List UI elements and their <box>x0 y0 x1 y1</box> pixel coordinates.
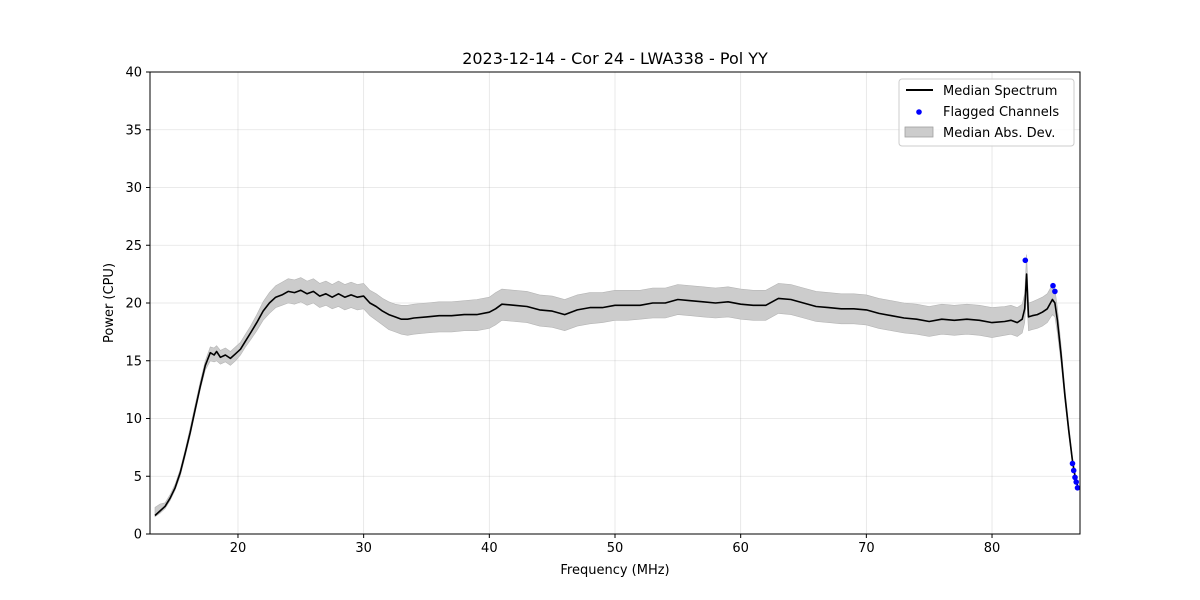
flagged-channel-point <box>1052 288 1058 295</box>
legend-box <box>898 78 1075 147</box>
flagged-channel-point <box>1070 467 1077 474</box>
y-tick-label: 20 <box>125 297 142 312</box>
mad-band-layer <box>154 254 1078 518</box>
flagged-channel-point <box>1072 474 1078 481</box>
legend-swatch-flagged-channels <box>916 109 922 115</box>
y-tick-label: 30 <box>125 181 142 196</box>
x-axis-label: Frequency (MHz) <box>560 563 669 578</box>
median-spectrum-line <box>154 273 1079 517</box>
flagged-channel-point <box>1074 485 1081 491</box>
legend-label-median-spectrum: Median Spectrum <box>943 84 1057 99</box>
legend-label-mad: Median Abs. Dev. <box>943 126 1055 141</box>
y-tick-label: 25 <box>125 239 142 254</box>
x-tick-label: 80 <box>984 541 1001 556</box>
y-tick-label: 5 <box>134 470 142 485</box>
y-axis: 0 5 10 15 20 25 30 35 40 <box>125 66 150 543</box>
flagged-channel-point <box>1069 460 1076 467</box>
median-line-layer <box>154 273 1079 517</box>
flagged-points-layer <box>1022 257 1081 491</box>
legend: Median Spectrum Flagged Channels Median … <box>898 78 1075 147</box>
y-tick-label: 10 <box>125 412 142 427</box>
x-tick-label: 60 <box>732 541 749 556</box>
y-tick-label: 15 <box>125 354 142 369</box>
legend-swatch-mad <box>904 126 934 138</box>
legend-label-flagged-channels: Flagged Channels <box>943 105 1059 120</box>
x-tick-label: 20 <box>230 541 247 556</box>
x-tick-label: 30 <box>355 541 372 556</box>
y-tick-label: 40 <box>125 66 142 81</box>
x-axis: 20 30 40 50 60 70 80 <box>230 534 1001 556</box>
flagged-channel-point <box>1073 479 1079 485</box>
x-tick-label: 50 <box>607 541 624 556</box>
flagged-channel-point <box>1050 282 1056 289</box>
flagged-channel-point <box>1022 257 1029 264</box>
x-tick-label: 40 <box>481 541 498 556</box>
mad-band <box>154 254 1078 518</box>
x-tick-label: 70 <box>858 541 875 556</box>
y-tick-label: 35 <box>125 123 142 138</box>
chart-title: 2023-12-14 - Cor 24 - LWA338 - Pol YY <box>462 49 768 68</box>
y-axis-label: Power (CPU) <box>102 263 117 343</box>
y-tick-label: 0 <box>134 528 142 543</box>
